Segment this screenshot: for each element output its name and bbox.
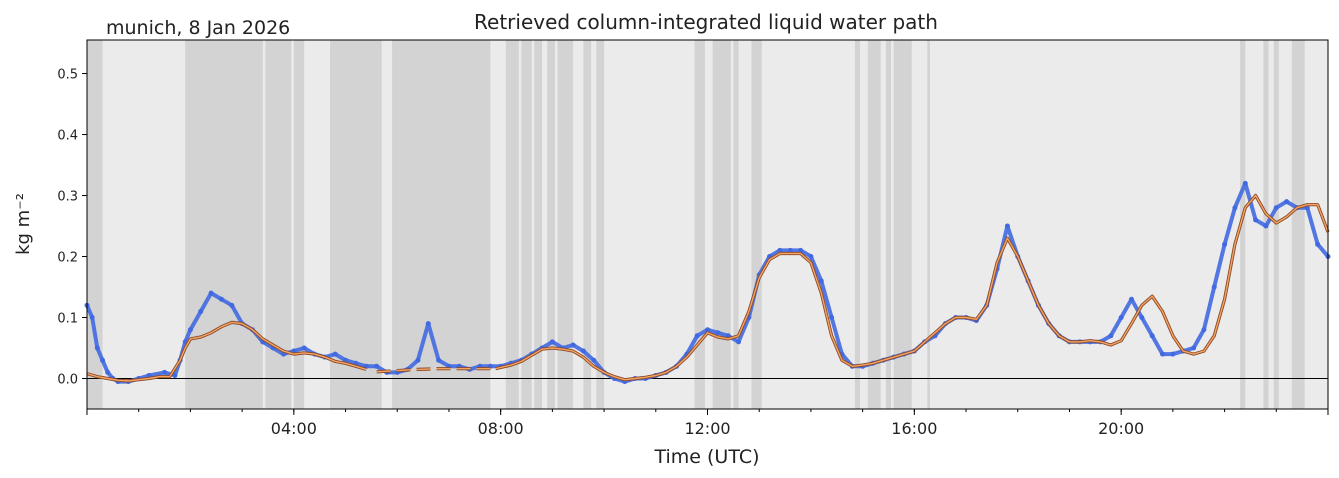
flagged-interval (927, 40, 930, 409)
y-tick-label: 0.4 (57, 129, 78, 144)
y-axis: 0.0 0.1 0.2 0.3 0.4 0.5 (57, 68, 87, 388)
flagged-intervals (87, 40, 1305, 409)
y-tick-label: 0.1 (57, 312, 78, 327)
raw-point (705, 327, 710, 333)
raw-point (187, 327, 193, 333)
raw-point (1129, 296, 1135, 302)
smoothed-series (86, 193, 1330, 383)
smoothed-line (86, 321, 367, 382)
flagged-interval (596, 40, 605, 409)
raw-point (100, 357, 106, 363)
raw-point (1118, 315, 1124, 321)
raw-point (105, 369, 111, 375)
raw-point (1139, 315, 1145, 321)
flagged-interval (885, 40, 892, 409)
raw-point (1211, 284, 1217, 290)
flagged-interval (547, 40, 555, 409)
flagged-interval (392, 40, 491, 409)
plot-area (84, 39, 1331, 410)
flagged-interval (330, 40, 382, 409)
raw-point (1253, 217, 1259, 223)
raw-point (425, 321, 431, 327)
flagged-interval (694, 40, 705, 409)
flagged-interval (293, 40, 305, 409)
raw-point (162, 369, 168, 375)
raw-point (218, 296, 224, 302)
flagged-interval (521, 40, 532, 409)
raw-point (94, 345, 100, 351)
raw-point (1191, 345, 1197, 351)
raw-point (570, 342, 576, 348)
raw-point (1004, 223, 1010, 229)
flagged-interval (557, 40, 574, 409)
flagged-interval (712, 40, 731, 409)
raw-point (818, 278, 824, 284)
raw-point (1149, 333, 1155, 339)
raw-point (301, 345, 307, 351)
chart-title: Retrieved column-integrated liquid water… (474, 10, 938, 34)
raw-point (1201, 327, 1207, 333)
raw-point (1284, 199, 1290, 205)
raw-point (829, 315, 835, 321)
raw-point (736, 339, 742, 345)
raw-point (1315, 241, 1321, 247)
location-date-label: munich, 8 Jan 2026 (106, 17, 290, 39)
x-tick-label: 08:00 (478, 419, 524, 438)
flagged-interval (733, 40, 739, 409)
raw-point (172, 372, 178, 378)
flagged-interval (534, 40, 543, 409)
x-axis-label: Time (UTC) (653, 446, 759, 468)
raw-point (198, 308, 204, 314)
raw-point (787, 247, 793, 253)
y-tick-label: 0.5 (57, 68, 78, 83)
raw-point (1108, 333, 1114, 339)
raw-point (580, 348, 586, 354)
flagged-interval (867, 40, 881, 409)
x-tick-label: 04:00 (271, 419, 317, 438)
y-tick-label: 0.0 (57, 373, 78, 388)
raw-point (1160, 351, 1166, 357)
y-axis-label: kg m⁻² (13, 193, 34, 255)
raw-point (1170, 351, 1176, 357)
raw-point (591, 357, 597, 363)
flagged-interval (854, 40, 861, 409)
raw-point (208, 290, 214, 296)
x-tick-label: 16:00 (891, 419, 937, 438)
x-tick-label: 20:00 (1098, 419, 1144, 438)
raw-point (715, 330, 721, 336)
raw-point (1263, 223, 1269, 229)
raw-point (777, 247, 783, 253)
raw-point (798, 247, 804, 253)
raw-point (374, 363, 380, 369)
flagged-interval (1240, 40, 1246, 409)
x-tick-label: 12:00 (684, 419, 730, 438)
raw-point (808, 254, 814, 260)
raw-point (1232, 205, 1238, 211)
raw-point (332, 351, 338, 357)
x-axis: 04:00 08:00 12:00 16:00 20:00 (86, 409, 1329, 438)
raw-point (1242, 180, 1248, 186)
flagged-interval (893, 40, 912, 409)
smoothed-line (376, 368, 496, 373)
smoothed-line (495, 194, 1329, 381)
flagged-interval (505, 40, 519, 409)
raw-point (89, 315, 95, 321)
raw-point (1222, 241, 1228, 247)
raw-point (229, 302, 235, 308)
raw-point (415, 357, 421, 363)
flagged-interval (583, 40, 592, 409)
raw-point (436, 357, 442, 363)
y-tick-label: 0.3 (57, 190, 78, 205)
flagged-interval (1291, 40, 1305, 409)
flagged-interval (751, 40, 762, 409)
flagged-interval (185, 40, 263, 409)
y-tick-label: 0.2 (57, 251, 78, 266)
raw-point (549, 339, 555, 345)
raw-point (1273, 205, 1279, 211)
raw-point (694, 333, 700, 339)
